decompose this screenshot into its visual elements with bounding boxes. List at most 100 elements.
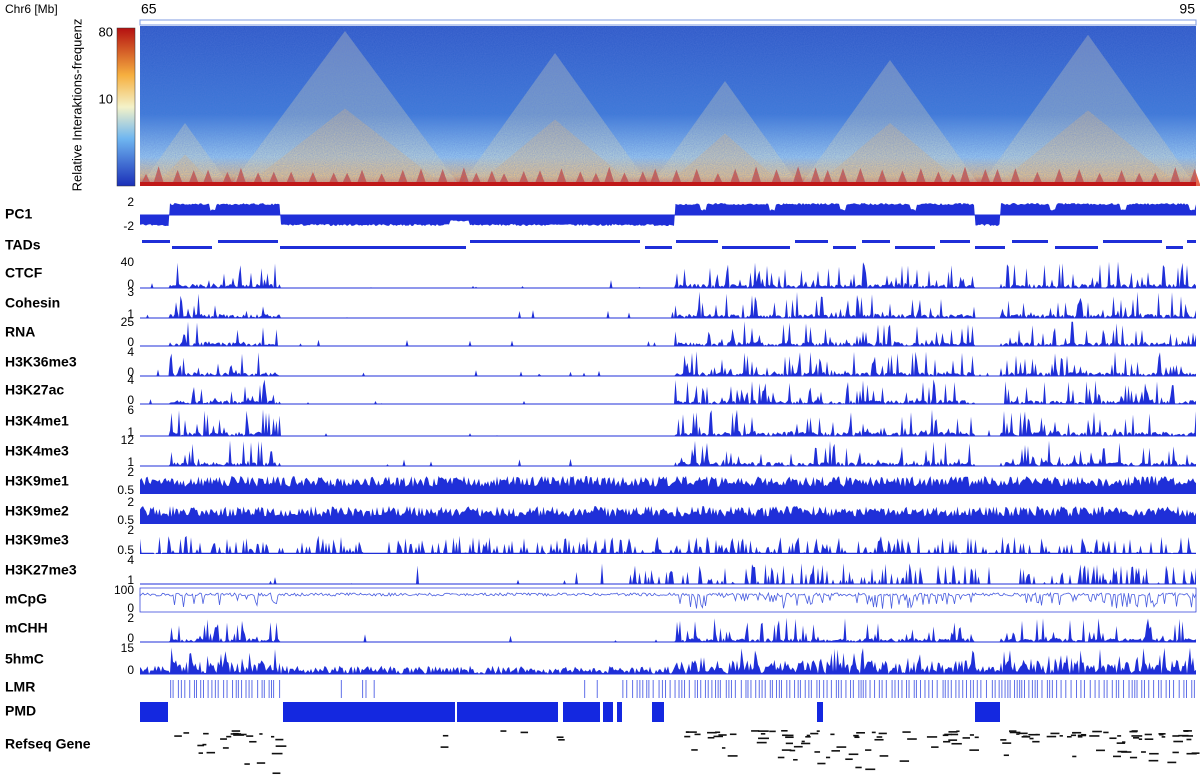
scale-max: 2 xyxy=(127,523,134,537)
lmr xyxy=(1191,680,1193,698)
scale-min: 0 xyxy=(127,277,134,291)
lmr xyxy=(1028,680,1030,698)
lmr xyxy=(799,680,801,698)
gene xyxy=(707,731,717,734)
gene xyxy=(806,734,810,737)
gene xyxy=(1000,739,1007,741)
lmr xyxy=(717,680,719,698)
gene xyxy=(1173,740,1184,743)
lmr xyxy=(674,680,676,698)
track-label: Refseq Gene xyxy=(5,736,91,752)
gene xyxy=(1172,735,1180,737)
lmr xyxy=(789,680,791,698)
gene xyxy=(781,749,792,751)
lmr xyxy=(1034,680,1036,698)
gene xyxy=(1018,732,1028,735)
gene xyxy=(556,736,564,739)
lmr xyxy=(826,680,828,698)
gene xyxy=(1072,755,1077,758)
lmr xyxy=(1128,680,1130,698)
scale-max: 4 xyxy=(127,553,134,567)
gene xyxy=(259,733,263,735)
gene xyxy=(1072,732,1076,734)
track-sig xyxy=(140,291,1196,319)
scale-max: 3 xyxy=(127,285,134,299)
gene xyxy=(974,736,979,739)
lmr xyxy=(830,680,832,698)
track-sig xyxy=(140,351,1196,377)
lmr xyxy=(860,680,862,698)
lmr xyxy=(665,680,667,698)
lmr xyxy=(797,680,799,698)
lmr xyxy=(881,680,883,698)
lmr xyxy=(223,680,225,698)
gene xyxy=(942,734,949,737)
lmr xyxy=(1083,680,1085,698)
lmr xyxy=(646,680,648,698)
lmr xyxy=(845,680,847,698)
gene xyxy=(1029,737,1034,740)
gene xyxy=(854,736,860,739)
gene xyxy=(1103,731,1109,734)
signal xyxy=(140,379,1196,404)
lmr xyxy=(958,680,960,698)
lmr xyxy=(976,680,978,698)
lmr xyxy=(1193,680,1195,698)
lmr xyxy=(217,680,219,698)
lmr xyxy=(835,680,837,698)
lmr xyxy=(257,680,259,698)
scale-min: 1 xyxy=(127,425,134,439)
gene xyxy=(206,751,216,754)
lmr xyxy=(622,680,624,698)
signal xyxy=(140,291,1196,318)
pmd xyxy=(817,702,823,722)
lmr xyxy=(1004,680,1006,698)
lmr xyxy=(1165,680,1167,698)
lmr xyxy=(908,680,910,698)
track-rep xyxy=(140,563,1196,585)
lmr xyxy=(808,680,810,698)
gene xyxy=(230,733,242,735)
gene xyxy=(718,734,727,736)
lmr xyxy=(1148,680,1150,698)
pmd xyxy=(457,702,558,722)
lmr xyxy=(818,680,820,698)
lmr xyxy=(669,680,671,698)
lmr xyxy=(947,680,949,698)
gene xyxy=(1096,749,1105,752)
gene xyxy=(1008,730,1017,732)
lmr xyxy=(684,680,686,698)
colorbar xyxy=(116,27,136,187)
lmr xyxy=(874,680,876,698)
gene xyxy=(874,738,884,741)
pmd xyxy=(617,702,622,722)
heatmap-noise xyxy=(140,26,1196,186)
gene xyxy=(865,749,872,751)
lmr xyxy=(1031,680,1033,698)
gene xyxy=(1159,733,1164,736)
track-sig xyxy=(140,379,1196,405)
gene xyxy=(1138,738,1143,740)
gene xyxy=(1003,754,1009,757)
scale-min: -2 xyxy=(123,219,134,233)
lmr xyxy=(241,680,243,698)
colorbar-tick: 10 xyxy=(99,91,113,106)
lmr xyxy=(810,680,812,698)
lmr xyxy=(1065,680,1067,698)
lmr xyxy=(780,680,782,698)
lmr xyxy=(740,680,742,698)
signal xyxy=(140,351,1196,376)
track-sig xyxy=(140,261,1196,289)
gene xyxy=(907,738,917,740)
lmr xyxy=(1111,680,1113,698)
lmr xyxy=(177,680,179,698)
lmr xyxy=(1115,680,1117,698)
lmr xyxy=(769,680,771,698)
track-pmd xyxy=(140,702,1000,722)
track-label: H3K27me3 xyxy=(5,562,77,578)
lmr xyxy=(707,680,709,698)
signal xyxy=(140,409,1196,436)
lmr xyxy=(734,680,736,698)
lmr xyxy=(998,680,1000,698)
lmr xyxy=(991,680,993,698)
